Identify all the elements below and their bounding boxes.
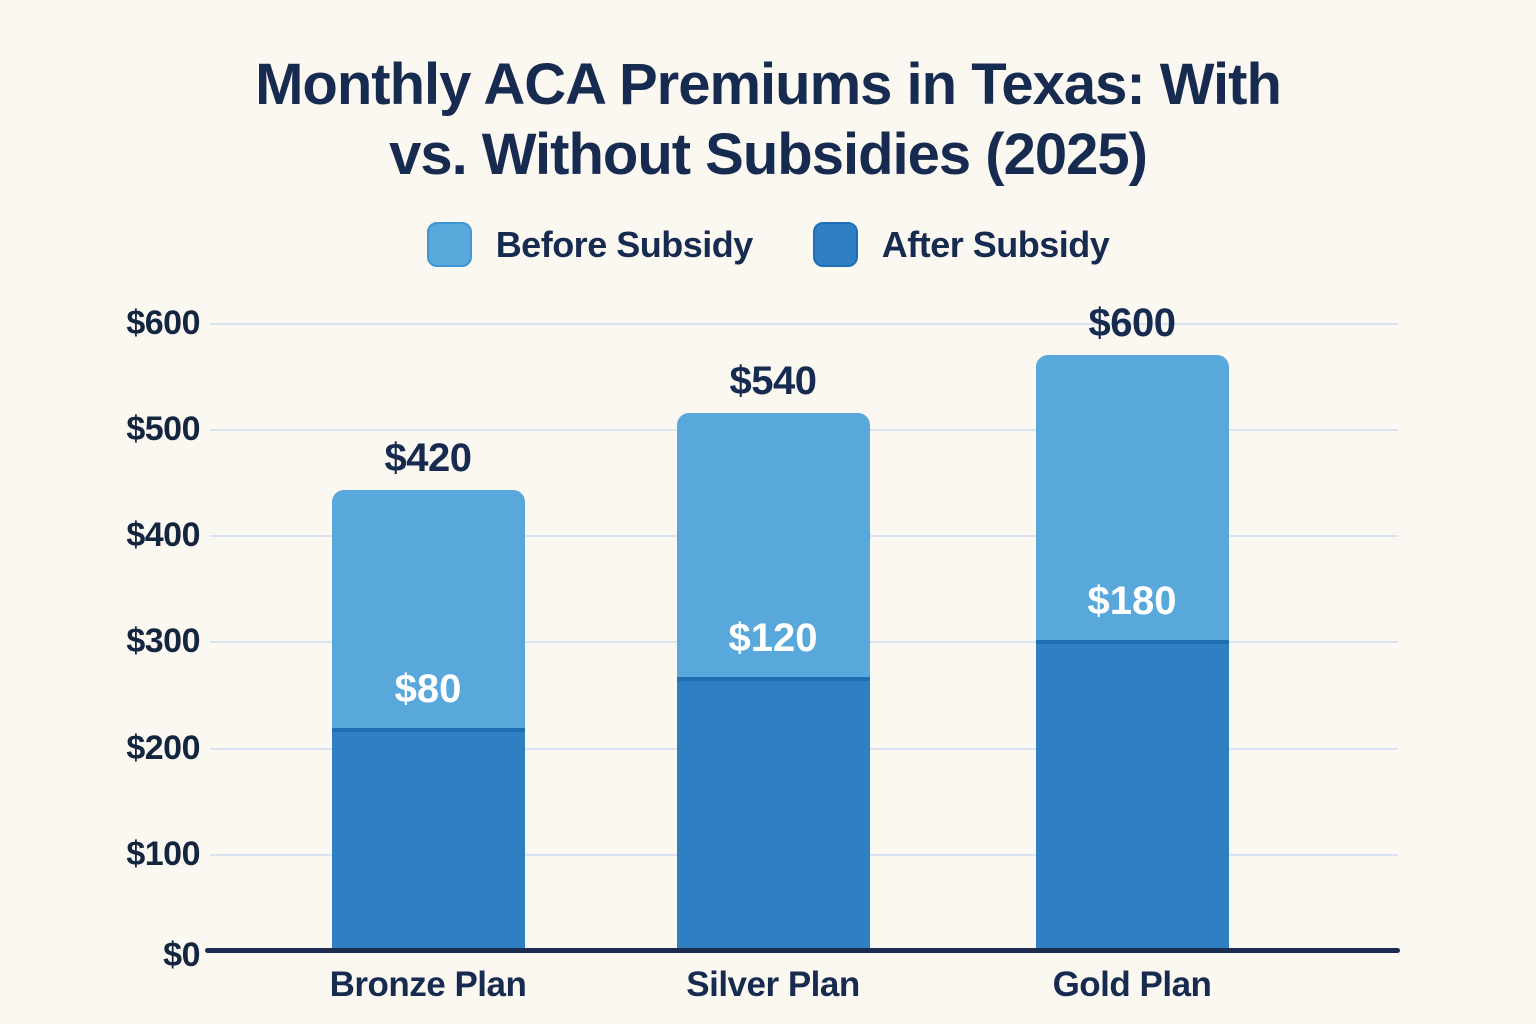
bar-gold-before-value-label: $600 (1088, 301, 1176, 345)
legend-swatch-after-icon (812, 222, 858, 267)
chart-title-line1: Monthly ACA Premiums in Texas: With (255, 52, 1282, 117)
y-axis-tick-0: $0 (163, 936, 200, 974)
y-axis-tick-400: $400 (126, 516, 200, 554)
y-axis-tick-600: $600 (126, 304, 200, 342)
bar-silver-after-segment (676, 677, 870, 951)
y-axis-tick-500: $500 (126, 410, 200, 448)
y-axis-tick-200: $200 (126, 729, 200, 767)
legend-item-before: Before Subsidy (426, 222, 754, 267)
bar-gold-after-segment (1035, 640, 1229, 951)
chart-title-line2: vs. Without Subsidies (2025) (389, 122, 1148, 187)
legend-swatch-before-icon (426, 222, 472, 267)
x-axis-label-bronze: Bronze Plan (329, 965, 527, 1004)
legend-label-after: After Subsidy (881, 223, 1110, 265)
bar-gold-after-value-label: $180 (1087, 579, 1177, 623)
y-axis-tick-300: $300 (126, 622, 200, 660)
chart-title: Monthly ACA Premiums in Texas: With vs. … (0, 50, 1536, 190)
bar-bronze: $420 $80 (331, 436, 525, 951)
legend-label-before: Before Subsidy (495, 223, 754, 265)
chart-legend: Before Subsidy After Subsidy (0, 222, 1536, 267)
x-axis-line (205, 948, 1400, 953)
bar-silver: $540 $120 (676, 359, 870, 951)
legend-item-after: After Subsidy (812, 222, 1110, 267)
bar-bronze-before-value-label: $420 (384, 436, 472, 480)
bar-silver-after-value-label: $120 (728, 616, 818, 660)
x-axis-label-gold: Gold Plan (1052, 965, 1212, 1004)
bar-silver-before-value-label: $540 (729, 359, 817, 403)
bar-bronze-after-value-label: $80 (394, 667, 462, 711)
x-axis-label-silver: Silver Plan (686, 965, 860, 1004)
gridline-600 (210, 323, 1398, 325)
bar-gold: $600 $180 (1035, 301, 1229, 951)
bar-bronze-after-segment (331, 728, 525, 951)
y-axis-tick-100: $100 (126, 835, 200, 873)
